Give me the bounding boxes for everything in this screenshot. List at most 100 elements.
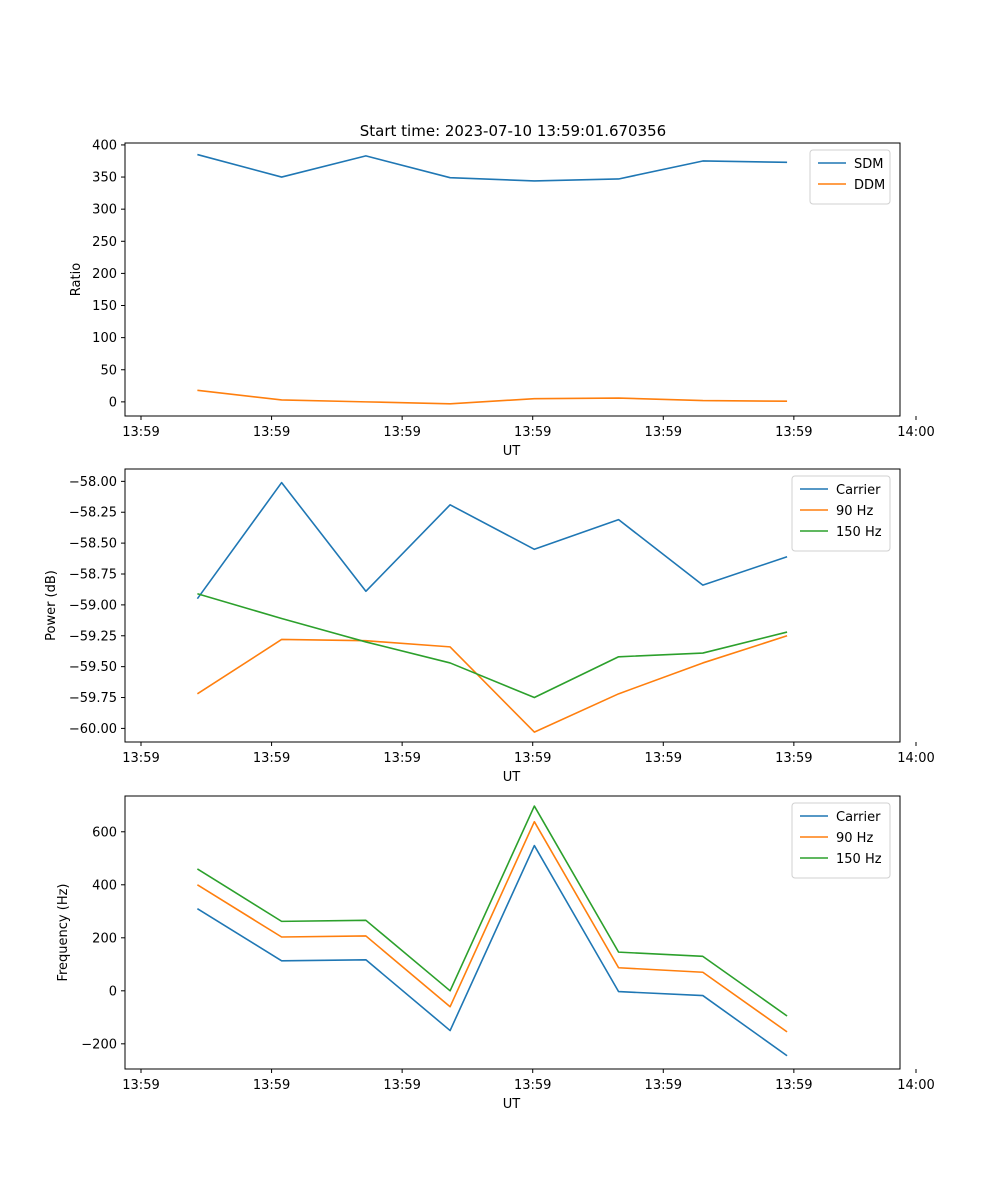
data-point	[785, 1014, 789, 1018]
x-tick-label: 14:00	[897, 1078, 934, 1093]
data-point	[364, 918, 368, 922]
y-tick-label: 0	[109, 984, 117, 999]
x-tick-label: 13:59	[775, 751, 812, 766]
data-point	[448, 503, 452, 507]
x-tick-label: 13:59	[253, 1078, 290, 1093]
data-point	[785, 1054, 789, 1058]
data-point	[195, 692, 199, 696]
series-line-carrier	[196, 481, 788, 600]
data-point	[280, 919, 284, 923]
data-point	[195, 388, 199, 392]
data-point	[448, 645, 452, 649]
data-point	[280, 175, 284, 179]
x-tick-label: 13:59	[775, 425, 812, 440]
x-tick-label: 13:59	[514, 425, 551, 440]
data-point	[280, 616, 284, 620]
data-point	[785, 555, 789, 559]
series-line-150-hz	[197, 592, 788, 699]
x-tick-label: 13:59	[383, 425, 420, 440]
y-tick-label: −58.75	[69, 568, 117, 583]
data-point	[195, 153, 199, 157]
data-point	[532, 820, 536, 824]
data-point	[280, 398, 284, 402]
data-point	[195, 592, 199, 596]
legend-label: 150 Hz	[836, 852, 882, 867]
y-axis-label: Frequency (Hz)	[56, 883, 71, 981]
data-point	[617, 950, 621, 954]
x-tick-label: 13:59	[122, 751, 159, 766]
legend-label: SDM	[854, 157, 883, 172]
data-point	[532, 547, 536, 551]
legend-label: 150 Hz	[836, 525, 882, 540]
data-point	[532, 397, 536, 401]
y-tick-label: 200	[92, 267, 117, 282]
x-tick-label: 13:59	[253, 425, 290, 440]
data-point	[701, 970, 705, 974]
y-axis-label: Ratio	[69, 263, 84, 296]
y-tick-label: 300	[92, 203, 117, 218]
y-tick-label: 0	[109, 395, 117, 410]
y-tick-label: 150	[92, 299, 117, 314]
y-tick-label: −59.25	[69, 629, 117, 644]
data-point	[785, 634, 789, 638]
y-tick-label: −60.00	[69, 722, 117, 737]
data-point	[617, 177, 621, 181]
series-line-90-hz	[196, 635, 788, 733]
data-point	[195, 883, 199, 887]
series-line-carrier	[196, 844, 788, 1057]
x-tick-label: 13:59	[122, 1078, 159, 1093]
legend-label: 90 Hz	[836, 504, 873, 519]
x-tick-label: 14:00	[897, 751, 934, 766]
y-tick-label: 100	[92, 331, 117, 346]
x-tick-label: 13:59	[383, 1078, 420, 1093]
x-axis-label: UT	[503, 1097, 521, 1112]
legend-label: Carrier	[836, 810, 881, 825]
y-tick-label: −59.50	[69, 660, 117, 675]
data-point	[364, 958, 368, 962]
y-tick-label: −200	[81, 1037, 117, 1052]
data-point	[617, 655, 621, 659]
legend-label: 90 Hz	[836, 831, 873, 846]
x-tick-label: 13:59	[645, 1078, 682, 1093]
x-tick-label: 14:00	[897, 425, 934, 440]
data-point	[448, 989, 452, 993]
legend	[791, 802, 891, 879]
legend-label: DDM	[854, 178, 885, 193]
data-point	[785, 160, 789, 164]
legend	[791, 475, 891, 552]
data-point	[364, 640, 368, 644]
data-point	[701, 954, 705, 958]
series-line-sdm	[197, 153, 788, 182]
data-point	[617, 518, 621, 522]
x-axis-label: UT	[503, 770, 521, 785]
x-tick-label: 13:59	[775, 1078, 812, 1093]
x-tick-label: 13:59	[514, 1078, 551, 1093]
y-tick-label: 400	[92, 878, 117, 893]
data-point	[364, 934, 368, 938]
y-tick-label: 200	[92, 931, 117, 946]
data-point	[448, 661, 452, 665]
x-tick-label: 13:59	[383, 751, 420, 766]
data-point	[617, 966, 621, 970]
data-point	[195, 867, 199, 871]
figure-title: Start time: 2023-07-10 13:59:01.670356	[360, 122, 666, 140]
data-point	[785, 399, 789, 403]
plot-frame	[124, 468, 901, 743]
x-tick-label: 13:59	[645, 751, 682, 766]
data-point	[448, 402, 452, 406]
x-axis-label: UT	[503, 444, 521, 459]
y-tick-label: 50	[100, 363, 117, 378]
plots: 13:59 13:59 13:59 13:59 13:59 13:59 14:00 0 50 10…	[44, 138, 935, 1112]
series-line-90-hz	[196, 820, 788, 1033]
data-point	[701, 661, 705, 665]
y-axis-label: Power (dB)	[44, 570, 59, 641]
data-point	[785, 1030, 789, 1034]
data-point	[701, 583, 705, 587]
data-point	[364, 400, 368, 404]
y-tick-label: −58.50	[69, 537, 117, 552]
data-point	[617, 396, 621, 400]
data-point	[532, 696, 536, 700]
data-point	[280, 637, 284, 641]
data-point	[448, 1005, 452, 1009]
